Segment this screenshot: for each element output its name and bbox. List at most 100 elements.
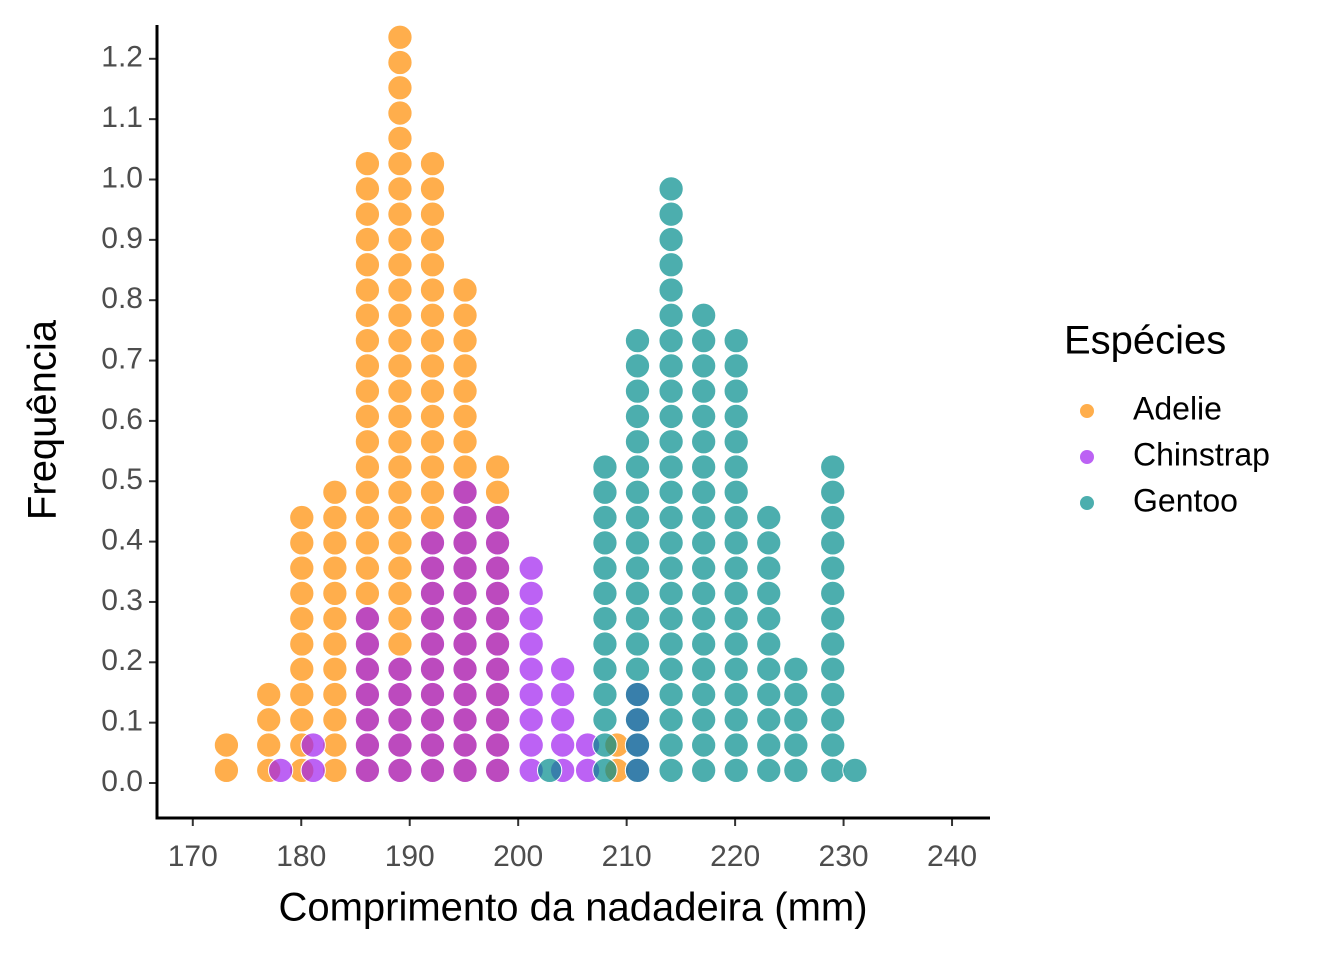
dot	[723, 403, 749, 430]
dot	[387, 302, 413, 328]
dot	[723, 353, 749, 379]
dot	[354, 555, 381, 581]
y-tick-label: 0.8	[101, 282, 143, 315]
dot	[289, 707, 315, 733]
dot	[518, 656, 544, 682]
dot	[624, 429, 651, 455]
y-tick-label: 0.5	[101, 463, 143, 496]
dot	[550, 732, 576, 758]
dot	[624, 631, 651, 657]
y-tick-label: 0.0	[101, 765, 143, 798]
dot	[419, 403, 446, 430]
legend-marker	[1080, 496, 1094, 510]
dot	[419, 302, 446, 328]
dot	[756, 707, 782, 733]
dot	[387, 454, 413, 480]
dot	[624, 479, 651, 505]
dot	[419, 201, 446, 227]
dot	[820, 530, 846, 556]
dot	[452, 606, 478, 632]
dot	[592, 530, 618, 556]
dot	[387, 226, 413, 253]
dot	[322, 732, 348, 758]
y-tick-label: 0.3	[101, 584, 143, 617]
dot	[756, 631, 782, 657]
dot	[322, 681, 348, 708]
dot	[354, 530, 381, 556]
dot	[452, 277, 478, 303]
dot	[387, 24, 413, 50]
dot	[387, 580, 413, 607]
dot	[289, 580, 315, 607]
dot	[723, 504, 749, 531]
dot	[756, 606, 782, 632]
dot	[484, 479, 511, 505]
x-tick-label: 230	[819, 840, 869, 873]
dot	[756, 504, 782, 531]
y-tick-label: 0.7	[101, 342, 143, 375]
dot	[756, 656, 782, 682]
dot	[387, 277, 413, 303]
dot	[592, 555, 618, 581]
dot	[452, 327, 478, 354]
dot	[518, 631, 544, 657]
x-tick-label: 200	[493, 840, 543, 873]
dot	[354, 707, 381, 733]
dot	[723, 429, 749, 455]
dot	[354, 327, 381, 354]
dot	[756, 580, 782, 607]
dot	[419, 252, 446, 278]
dot	[691, 606, 717, 632]
dot	[419, 631, 446, 657]
dot	[691, 530, 717, 556]
dot	[723, 707, 749, 733]
dot	[624, 656, 651, 682]
dot	[452, 757, 478, 783]
dot	[452, 429, 478, 455]
dot	[452, 302, 478, 328]
dot	[354, 504, 381, 531]
y-tick-label: 1.0	[101, 161, 143, 194]
dot	[783, 707, 809, 733]
dot	[256, 681, 282, 708]
dot	[322, 606, 348, 632]
dot	[387, 732, 413, 758]
y-tick-label: 0.9	[101, 222, 143, 255]
dot	[322, 504, 348, 531]
dot	[452, 530, 478, 556]
dot	[658, 201, 684, 227]
dot	[691, 454, 717, 480]
dot	[624, 378, 651, 404]
dot	[484, 454, 511, 480]
dot	[518, 555, 544, 581]
dot	[484, 555, 511, 581]
legend-label: Adelie	[1133, 390, 1222, 426]
dot	[354, 732, 381, 758]
dot	[723, 732, 749, 758]
dot	[289, 504, 315, 531]
dot	[691, 707, 717, 733]
dot	[419, 681, 446, 708]
dot	[658, 707, 684, 733]
dot	[658, 732, 684, 758]
dot	[658, 757, 684, 783]
dot	[289, 530, 315, 556]
dot	[550, 681, 576, 708]
dot	[658, 252, 684, 278]
dot	[484, 732, 511, 758]
dot	[484, 631, 511, 657]
dot	[419, 530, 446, 556]
dot	[691, 631, 717, 657]
dot	[354, 226, 381, 253]
dot	[658, 353, 684, 379]
dot	[691, 327, 717, 354]
dot	[354, 252, 381, 278]
dot	[624, 580, 651, 607]
dot	[322, 580, 348, 607]
legend-marker	[1080, 404, 1094, 418]
legend-title: Espécies	[1064, 319, 1226, 363]
dot	[756, 757, 782, 783]
dot	[387, 403, 413, 430]
dot	[354, 378, 381, 404]
